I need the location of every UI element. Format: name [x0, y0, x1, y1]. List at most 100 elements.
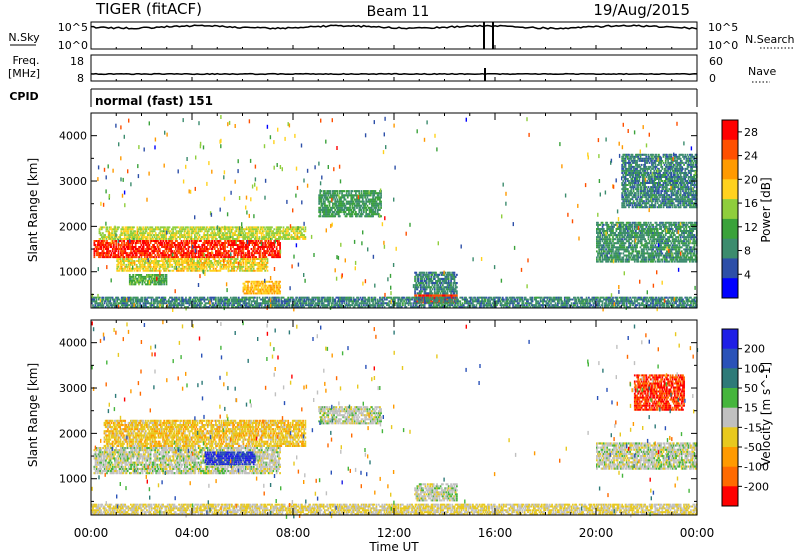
data-cell — [172, 246, 175, 248]
data-cell — [664, 258, 667, 261]
data-cell — [118, 226, 120, 229]
data-cell — [181, 228, 184, 231]
data-cell — [118, 269, 121, 272]
data-cell — [630, 230, 633, 232]
data-cell — [165, 238, 168, 240]
data-cell — [200, 265, 202, 268]
data-cell — [120, 262, 123, 264]
data-cell — [659, 244, 661, 247]
data-cell — [226, 228, 229, 231]
data-cell — [452, 294, 455, 297]
data-cell — [617, 252, 620, 255]
data-cell — [625, 223, 628, 226]
data-cell — [135, 256, 138, 259]
data-cell — [379, 200, 381, 203]
data-cell — [664, 234, 667, 237]
data-cell — [369, 194, 372, 197]
data-cell — [153, 236, 156, 238]
data-cell — [624, 230, 627, 232]
data-cell — [245, 228, 248, 231]
data-cell — [188, 234, 191, 236]
data-cell — [165, 246, 168, 248]
data-cell — [660, 221, 663, 224]
data-cell — [186, 242, 189, 244]
data-cell — [341, 202, 343, 205]
data-cell — [148, 244, 151, 246]
data-cell — [132, 254, 135, 257]
data-cell — [212, 256, 215, 259]
data-cell — [432, 271, 435, 274]
data-cell — [654, 238, 657, 241]
data-cell — [279, 284, 281, 287]
data-cell — [343, 194, 346, 197]
data-cell — [364, 196, 366, 199]
data-cell — [615, 236, 618, 239]
data-cell — [345, 200, 348, 203]
data-cell — [667, 242, 669, 245]
data-cell — [318, 198, 321, 201]
data-cell — [608, 248, 611, 251]
data-cell — [436, 284, 438, 287]
data-cell — [425, 282, 428, 285]
data-cell — [233, 265, 236, 268]
data-cell — [599, 260, 602, 263]
data-cell — [649, 260, 652, 263]
data-cell — [198, 263, 201, 266]
data-cell — [136, 279, 139, 282]
data-cell — [119, 256, 122, 259]
data-cell — [343, 211, 346, 214]
data-cell — [671, 246, 674, 249]
data-cell — [105, 226, 108, 229]
data-cell — [656, 236, 659, 239]
data-cell — [197, 256, 200, 259]
data-cell — [247, 280, 249, 283]
data-cell — [453, 292, 456, 295]
data-cell — [318, 196, 321, 199]
data-cell — [141, 279, 144, 282]
data-cell — [431, 288, 434, 291]
data-cell — [678, 240, 681, 243]
data-cell — [446, 273, 449, 276]
data-cell — [125, 252, 128, 255]
data-cell — [278, 230, 280, 233]
data-cell — [660, 228, 663, 230]
data-cell — [438, 280, 441, 283]
data-cell — [121, 234, 124, 236]
data-cell — [171, 263, 174, 266]
data-cell — [655, 221, 658, 224]
data-cell — [248, 250, 251, 253]
data-cell — [168, 244, 170, 246]
data-cell — [126, 246, 129, 248]
data-cell — [97, 250, 99, 253]
data-cell — [334, 200, 337, 203]
data-cell — [106, 248, 108, 250]
data-cell — [132, 277, 135, 280]
data-cell — [677, 254, 680, 257]
data-cell — [130, 240, 132, 242]
data-cell — [135, 252, 138, 255]
data-cell — [244, 254, 247, 257]
data-cell — [248, 260, 250, 262]
data-cell — [140, 234, 142, 236]
data-cell — [615, 246, 618, 249]
data-cell — [623, 248, 626, 251]
data-cell — [177, 248, 179, 250]
data-cell — [268, 284, 271, 287]
data-cell — [212, 234, 215, 236]
data-cell — [110, 234, 112, 236]
data-cell — [178, 260, 180, 262]
data-cell — [621, 240, 624, 243]
data-cell — [252, 230, 255, 233]
data-cell — [157, 256, 160, 259]
data-cell — [661, 223, 664, 226]
data-cell — [107, 238, 110, 240]
data-cell — [280, 236, 283, 238]
data-cell — [437, 290, 440, 293]
data-cell — [454, 284, 457, 287]
data-cell — [663, 236, 666, 239]
data-cell — [453, 277, 456, 280]
data-cell — [647, 254, 650, 257]
data-cell — [422, 271, 425, 274]
data-cell — [148, 263, 151, 266]
data-cell — [156, 234, 158, 236]
